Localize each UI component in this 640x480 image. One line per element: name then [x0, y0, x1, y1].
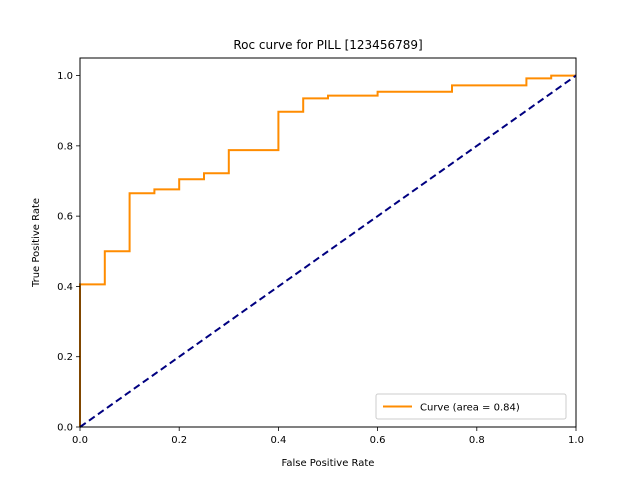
plot-content	[79, 74, 577, 428]
legend-label-curve: Curve (area = 0.84)	[420, 403, 520, 414]
x-tick-label: 0.2	[171, 435, 187, 446]
x-tick-label: 0.4	[270, 435, 286, 446]
legend-box	[375, 393, 567, 420]
legend: Curve (area = 0.84)	[375, 393, 567, 420]
x-tick-label: 0.6	[370, 435, 386, 446]
x-axis-ticks: 0.0 0.2 0.4 0.6 0.8 1.0	[72, 427, 584, 446]
chart-title: Roc curve for PILL [123456789]	[233, 38, 422, 52]
diagonal-reference-line	[79, 74, 577, 428]
y-tick-label: 0.4	[57, 282, 73, 293]
y-tick-label: 0.0	[57, 423, 73, 434]
y-tick-label: 0.2	[57, 352, 73, 363]
x-tick-label: 1.0	[568, 435, 584, 446]
x-axis-label: False Positive Rate	[282, 458, 375, 469]
roc-curve-line	[79, 74, 576, 427]
y-axis-label: True Positive Rate	[31, 198, 42, 288]
x-tick-label: 0.0	[72, 435, 88, 446]
y-tick-label: 0.6	[57, 212, 73, 223]
y-tick-label: 0.8	[57, 141, 73, 152]
axes-frame	[79, 57, 577, 428]
y-tick-label: 1.0	[57, 71, 73, 82]
x-tick-label: 0.8	[469, 435, 485, 446]
y-axis-ticks: 0.0 0.2 0.4 0.6 0.8 1.0	[57, 71, 80, 434]
